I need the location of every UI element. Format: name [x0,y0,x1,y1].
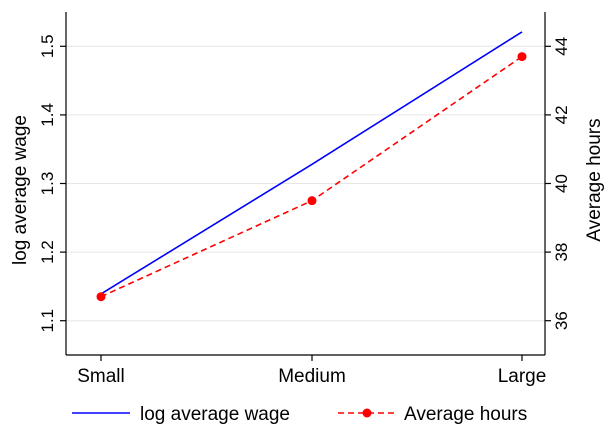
right-axis-title: Average hours [584,118,605,241]
series-line-log-average-wage [100,31,523,295]
legend-label-log-average-wage: log average wage [140,404,290,425]
data-point-average-hours [96,292,106,302]
left-tick-label: 1.4 [38,103,57,127]
gridlines [66,45,545,322]
left-tick-label: 1.2 [38,240,57,264]
left-axis-ticks: 1.1 1.2 1.3 1.4 1.5 [38,34,66,333]
right-axis-ticks: 36 38 40 42 44 [545,37,571,330]
series-line-average-hours [100,55,523,298]
left-tick-label: 1.1 [38,309,57,333]
left-tick-label: 1.3 [38,172,57,196]
left-axis-title: log average wage [10,115,31,265]
right-tick-label: 40 [552,174,571,193]
legend-label-average-hours: Average hours [404,404,527,425]
right-tick-label: 42 [552,105,571,124]
legend: log average wage Average hours [72,404,527,425]
legend-marker-average-hours [362,408,372,418]
x-tick-label: Small [77,366,125,387]
x-tick-label: Large [498,366,547,387]
right-tick-label: 38 [552,243,571,262]
x-axis-ticks: Small Medium Large [77,355,546,387]
right-tick-label: 44 [552,37,571,56]
x-tick-label: Medium [278,366,346,387]
left-tick-label: 1.5 [38,34,57,58]
data-point-average-hours [517,52,527,62]
data-point-average-hours [307,196,317,206]
right-tick-label: 36 [552,311,571,330]
series [96,31,527,302]
